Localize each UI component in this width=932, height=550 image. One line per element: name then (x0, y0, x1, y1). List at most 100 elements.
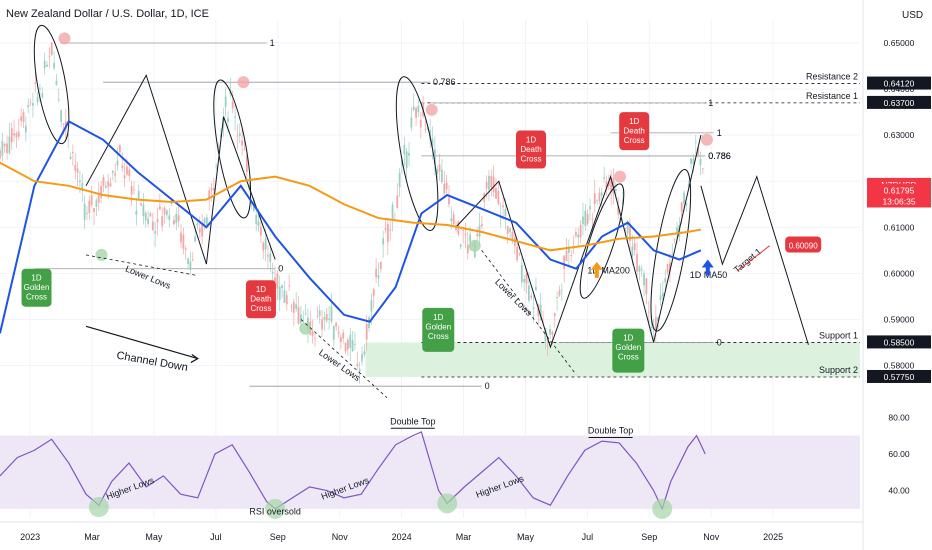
candle-body (417, 105, 420, 113)
candle-body (102, 176, 105, 186)
candle-body (142, 204, 145, 216)
candle-body (191, 259, 194, 261)
candle-body (50, 42, 53, 55)
level-label: Support 1 (819, 330, 858, 340)
candle-body (433, 149, 436, 165)
candle-body (513, 237, 516, 247)
rsi-line (0, 431, 706, 511)
candle-body (295, 304, 298, 309)
death-cross-badge-bg (619, 112, 650, 151)
candle-body (128, 169, 131, 177)
candle-body (3, 143, 6, 147)
candle-body (537, 304, 540, 316)
death-cross-badge: Cross (521, 155, 542, 164)
candle-body (502, 205, 504, 208)
candle-body (600, 192, 603, 196)
candle-body (262, 242, 265, 251)
price-badge-bg (867, 183, 931, 197)
candle-body (694, 141, 697, 143)
double-top-label: Double Top (588, 425, 633, 435)
candle-body (318, 310, 321, 316)
candle-body (544, 328, 547, 341)
candle-body (292, 301, 295, 313)
price-tick-label: 0.65000 (884, 38, 915, 48)
price-tick-label: 0.61000 (884, 222, 915, 232)
fib-label: 1 (270, 38, 275, 48)
candle-body (412, 106, 415, 111)
price-badge: 0.64120 (884, 79, 915, 89)
candle-body (90, 195, 93, 205)
candle-body (151, 221, 154, 230)
candle-body (638, 266, 641, 272)
candle-body (516, 247, 519, 261)
candle-body (260, 226, 262, 236)
candle-body (358, 368, 361, 372)
candle-body (147, 218, 149, 224)
candle-body (647, 311, 650, 313)
candle-body (685, 203, 688, 205)
candle-body (436, 169, 439, 175)
candle-body (673, 238, 676, 240)
candle-body (93, 208, 95, 212)
fib-label: 0 (717, 337, 722, 347)
death-cross-badge: Cross (251, 304, 272, 313)
candle-body (269, 253, 272, 263)
golden-cross-badge: Golden (24, 283, 50, 292)
candle-body (408, 152, 410, 156)
price-badge-bg (867, 369, 931, 383)
ma-line (0, 161, 702, 252)
candle-body (560, 289, 563, 291)
candle-body (111, 170, 114, 173)
candle-body (593, 193, 596, 204)
candle-body (198, 228, 201, 233)
candle-body (29, 102, 32, 104)
candle-body (401, 159, 403, 166)
candle-body (346, 339, 349, 350)
candle-body (586, 213, 589, 224)
time-tick-label: Nov (332, 532, 349, 542)
candle-body (332, 325, 335, 341)
candle-body (669, 262, 671, 272)
candle-body (525, 273, 528, 284)
candle-body (438, 164, 441, 172)
candle-body (631, 246, 634, 257)
candle-body (391, 204, 394, 219)
time-tick-label: May (145, 532, 163, 542)
trend-line (85, 254, 198, 277)
candle-body (118, 145, 121, 153)
candle-body (591, 218, 594, 220)
fib-label: 0.786 (708, 151, 731, 161)
candle-body (523, 279, 526, 283)
candle-body (83, 203, 86, 221)
rsi-tick-label: 40.00 (888, 486, 910, 496)
candle-body (506, 226, 509, 234)
candle-body (354, 344, 356, 346)
target-badge: 0.60090 (789, 241, 818, 250)
candle-body (161, 216, 164, 227)
candle-body (629, 227, 631, 242)
death-cross-badge: Death (520, 145, 541, 154)
candle-body (323, 316, 326, 320)
price-badge: 13:06:35 (882, 196, 915, 206)
candle-body (551, 331, 554, 336)
candle-body (215, 165, 218, 167)
candle-body (271, 271, 274, 274)
rsi-tick-label: 60.00 (888, 449, 910, 459)
channel-arrowhead (190, 354, 199, 364)
candle-body (175, 213, 178, 224)
candle-body (86, 213, 88, 214)
price-tick-label: 0.59000 (884, 314, 915, 324)
candle-body (676, 227, 678, 233)
candle-body (659, 295, 662, 301)
candle-body (27, 104, 30, 108)
price-badge: 0.63700 (884, 98, 915, 108)
fib-label: 0.786 (433, 77, 456, 87)
candle-body (492, 176, 495, 193)
candle-body (88, 200, 91, 214)
candle-body (701, 168, 704, 170)
candle-body (243, 148, 246, 150)
candle-body (377, 274, 380, 279)
rsi-low-marker (265, 498, 286, 519)
candle-body (62, 123, 65, 125)
